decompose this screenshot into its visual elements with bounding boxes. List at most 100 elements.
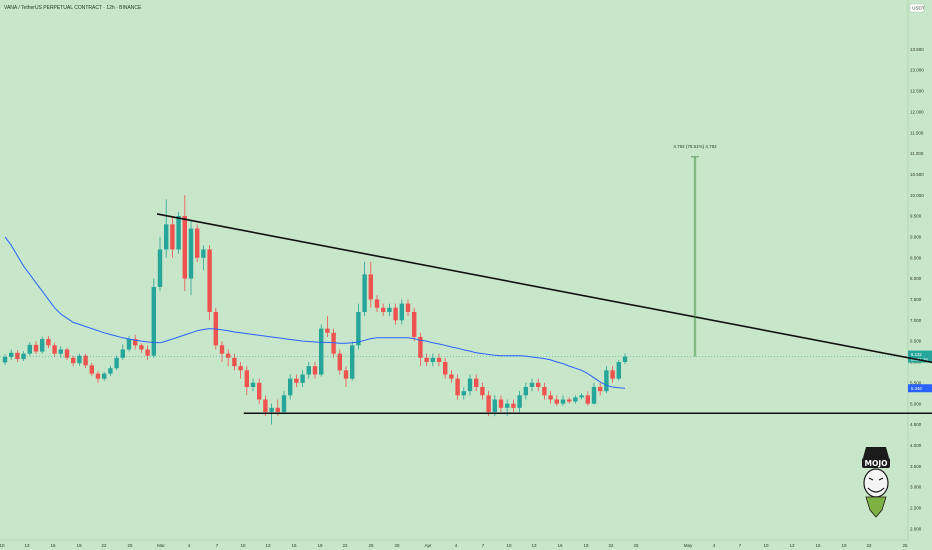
candle-body[interactable]: [387, 307, 392, 312]
candle-body[interactable]: [560, 399, 566, 404]
candle-body[interactable]: [151, 286, 156, 356]
candle[interactable]: [542, 382, 547, 400]
candle[interactable]: [436, 353, 442, 367]
candle[interactable]: [387, 303, 392, 317]
candle[interactable]: [362, 261, 367, 317]
candle[interactable]: [430, 353, 435, 367]
candle-body[interactable]: [77, 355, 82, 364]
candle-body[interactable]: [40, 339, 45, 352]
candle-body[interactable]: [567, 399, 572, 402]
candle[interactable]: [381, 303, 386, 317]
candle-body[interactable]: [294, 378, 299, 383]
candle-body[interactable]: [585, 395, 590, 404]
moving-average-line[interactable]: [4, 236, 626, 389]
candle[interactable]: [523, 382, 528, 400]
candle[interactable]: [300, 370, 305, 387]
candle-body[interactable]: [157, 249, 163, 287]
candle-body[interactable]: [120, 349, 125, 358]
candle-body[interactable]: [64, 349, 70, 358]
candle-body[interactable]: [554, 399, 559, 404]
candle-body[interactable]: [2, 356, 8, 363]
candle-body[interactable]: [164, 224, 169, 250]
candle-body[interactable]: [226, 353, 231, 358]
candle-body[interactable]: [523, 386, 528, 396]
candle-body[interactable]: [424, 357, 429, 362]
candle-body[interactable]: [15, 352, 20, 360]
candle-body[interactable]: [188, 228, 194, 279]
candle-body[interactable]: [374, 299, 380, 308]
candle[interactable]: [449, 370, 454, 383]
candle[interactable]: [393, 303, 398, 325]
candle[interactable]: [207, 245, 212, 321]
candle-body[interactable]: [381, 307, 386, 312]
candle[interactable]: [591, 382, 597, 405]
candle-body[interactable]: [498, 399, 504, 408]
candle[interactable]: [151, 278, 156, 358]
candle[interactable]: [250, 378, 256, 392]
candle-body[interactable]: [108, 368, 113, 374]
candle[interactable]: [139, 343, 144, 353]
candle[interactable]: [337, 349, 342, 375]
candle-body[interactable]: [492, 399, 497, 413]
candle[interactable]: [145, 345, 150, 360]
time-axis[interactable]: 10 13 16 19 22 25 Mar 4 7 10 13 16 19 22 25 28 Apr 4 7 10 13…: [0, 539, 908, 548]
candle[interactable]: [21, 351, 26, 362]
candle[interactable]: [598, 382, 603, 396]
candle-body[interactable]: [244, 370, 249, 387]
candle-body[interactable]: [430, 357, 435, 362]
candle[interactable]: [579, 393, 584, 400]
candle[interactable]: [567, 397, 572, 404]
candle-body[interactable]: [257, 382, 262, 400]
candle[interactable]: [226, 349, 231, 367]
candle[interactable]: [480, 382, 485, 400]
candle-body[interactable]: [536, 382, 541, 387]
candle[interactable]: [219, 341, 225, 362]
candle[interactable]: [306, 361, 311, 379]
candle-body[interactable]: [443, 361, 448, 375]
candle-body[interactable]: [579, 395, 584, 398]
candle-body[interactable]: [591, 386, 597, 404]
candle[interactable]: [9, 349, 14, 360]
candle-body[interactable]: [436, 357, 442, 362]
candle[interactable]: [368, 261, 373, 308]
candle[interactable]: [27, 341, 32, 356]
candle[interactable]: [604, 366, 609, 394]
candle-body[interactable]: [343, 370, 349, 379]
candle-body[interactable]: [505, 403, 510, 408]
candle[interactable]: [2, 354, 8, 365]
candle-body[interactable]: [604, 370, 609, 392]
candle-body[interactable]: [275, 407, 280, 413]
candle[interactable]: [170, 216, 175, 258]
candle[interactable]: [71, 355, 76, 367]
candle-body[interactable]: [114, 357, 119, 369]
price-axis-background[interactable]: [908, 0, 932, 550]
candle-body[interactable]: [176, 216, 181, 250]
candle-body[interactable]: [529, 382, 535, 387]
candle-body[interactable]: [58, 349, 63, 354]
candle[interactable]: [616, 359, 621, 381]
candle-body[interactable]: [219, 345, 225, 354]
candle-body[interactable]: [319, 328, 324, 375]
candle-body[interactable]: [102, 373, 107, 379]
candle[interactable]: [164, 199, 169, 258]
candle[interactable]: [89, 362, 94, 377]
candle[interactable]: [560, 395, 566, 406]
candle[interactable]: [108, 365, 113, 377]
candle[interactable]: [325, 316, 330, 337]
candle[interactable]: [517, 391, 522, 413]
candle[interactable]: [498, 395, 504, 413]
candle-body[interactable]: [9, 352, 14, 357]
candle-body[interactable]: [312, 366, 318, 375]
candle-body[interactable]: [517, 395, 522, 408]
candle-body[interactable]: [21, 353, 26, 360]
candle-body[interactable]: [71, 357, 76, 364]
candle[interactable]: [486, 391, 491, 417]
candle[interactable]: [244, 366, 249, 396]
candle[interactable]: [343, 366, 349, 387]
candle-body[interactable]: [449, 374, 454, 379]
candle-body[interactable]: [288, 378, 293, 396]
candle-body[interactable]: [182, 216, 187, 279]
candle-body[interactable]: [616, 361, 621, 379]
